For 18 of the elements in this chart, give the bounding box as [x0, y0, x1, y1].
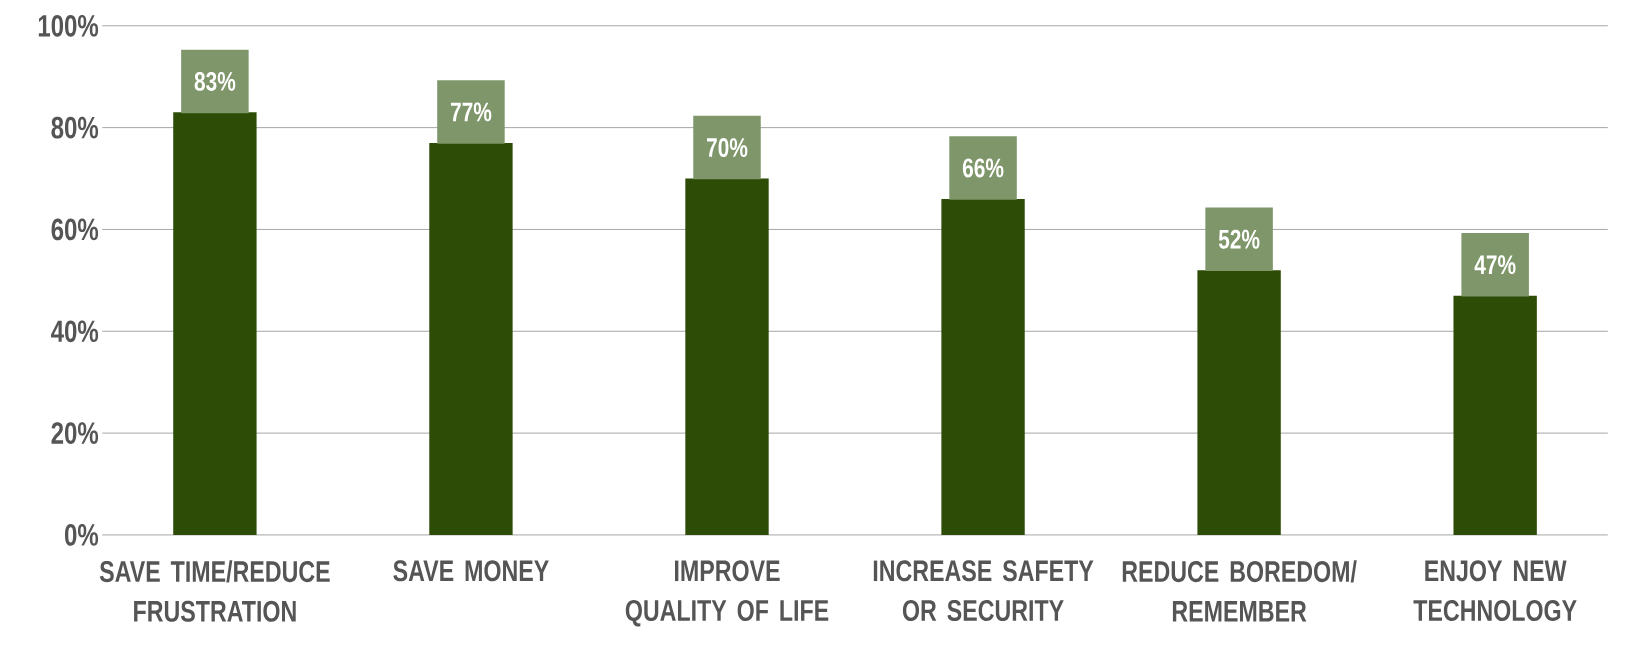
- y-tick-label: 100%: [38, 14, 99, 37]
- data-label: 47%: [1474, 255, 1516, 275]
- x-tick-label: REDUCE BOREDOM/ REMEMBER: [1122, 560, 1357, 622]
- y-tick-label: 60%: [51, 218, 99, 241]
- data-label: 70%: [706, 138, 748, 158]
- y-tick-label: 40%: [51, 320, 99, 343]
- x-tick-label: ENJOY NEW TECHNOLOGY: [1413, 560, 1577, 622]
- x-tick-label: SAVE TIME/REDUCE FRUSTRATION: [99, 560, 330, 622]
- data-label: 83%: [194, 71, 236, 91]
- x-tick-label: IMPROVE QUALITY OF LIFE: [625, 560, 829, 627]
- data-label: 66%: [962, 158, 1004, 178]
- y-tick-label: 0%: [64, 524, 99, 546]
- x-tick-label: INCREASE SAFETY OR SECURITY: [873, 560, 1094, 622]
- y-tick-label: 80%: [51, 116, 99, 139]
- x-tick-label: SAVE MONEY: [393, 560, 549, 582]
- data-label: 77%: [450, 102, 492, 122]
- data-label: 52%: [1218, 229, 1260, 249]
- y-tick-label: 20%: [51, 422, 99, 445]
